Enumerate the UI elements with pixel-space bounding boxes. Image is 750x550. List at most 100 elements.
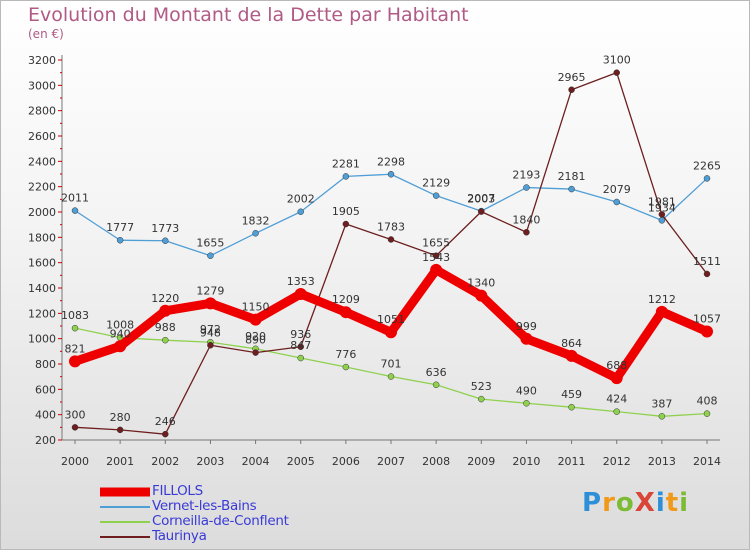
- data-point: [71, 324, 79, 332]
- data-label: 2181: [558, 170, 586, 183]
- data-point: [207, 252, 214, 259]
- data-label: 821: [65, 342, 86, 355]
- data-point: [568, 86, 575, 94]
- data-label: 3100: [603, 54, 631, 67]
- data-label: 1220: [151, 292, 179, 305]
- legend-label: FILLOLS: [152, 483, 203, 499]
- data-label: 2002: [287, 193, 315, 206]
- data-point: [387, 373, 395, 380]
- data-label: 2079: [603, 183, 631, 196]
- data-label: 1655: [422, 237, 450, 250]
- data-point: [613, 408, 620, 415]
- data-label: 1008: [106, 319, 134, 332]
- data-point: [69, 355, 81, 368]
- data-point: [342, 363, 350, 371]
- data-point: [207, 342, 214, 349]
- data-label: 940: [110, 327, 131, 340]
- data-label: 1083: [61, 309, 89, 322]
- x-tick-label: 2013: [648, 455, 676, 468]
- x-tick-label: 2014: [693, 455, 721, 468]
- data-point: [703, 175, 711, 182]
- data-label: 988: [155, 321, 176, 334]
- data-point: [294, 287, 307, 300]
- data-point: [342, 220, 350, 228]
- x-tick-label: 2003: [196, 455, 224, 468]
- chart-title: Evolution du Montant de la Dette par Hab…: [28, 4, 469, 26]
- data-label: 999: [516, 320, 537, 333]
- y-tick-label: 800: [35, 358, 56, 371]
- data-label: 1279: [196, 284, 224, 297]
- data-point: [116, 236, 124, 244]
- legend: FILLOLS Vernet-les-Bains Corneilla-de-Co…: [100, 483, 400, 544]
- x-tick-label: 2012: [603, 455, 631, 468]
- data-point: [568, 403, 575, 411]
- x-tick-label: 2008: [422, 455, 450, 468]
- proxiti-logo: ProXiti: [582, 488, 689, 518]
- legend-swatch: [100, 506, 150, 508]
- data-label: 1905: [332, 205, 360, 218]
- data-point: [204, 297, 217, 310]
- data-label: 300: [65, 408, 86, 421]
- data-label: 1057: [693, 312, 721, 325]
- y-tick-label: 2400: [28, 155, 56, 168]
- data-point: [523, 184, 530, 191]
- data-label: 1051: [377, 313, 405, 326]
- data-point: [478, 208, 485, 215]
- data-point: [432, 192, 440, 199]
- x-tick-label: 2010: [512, 455, 540, 468]
- data-label: 246: [155, 415, 176, 428]
- data-point: [520, 332, 533, 345]
- y-tick-label: 2200: [28, 181, 56, 194]
- data-label: 459: [561, 388, 582, 401]
- data-label: 920: [245, 330, 266, 343]
- x-tick-label: 2000: [61, 455, 89, 468]
- data-label: 2298: [377, 155, 405, 168]
- data-label: 776: [335, 348, 356, 361]
- data-point: [297, 208, 304, 215]
- data-point: [252, 230, 259, 237]
- data-point: [162, 430, 169, 438]
- data-point: [523, 400, 530, 407]
- data-point: [114, 340, 127, 353]
- y-tick-label: 400: [35, 409, 56, 422]
- logo-letter: t: [665, 488, 680, 518]
- legend-swatch: [100, 521, 150, 523]
- data-label: 847: [290, 339, 311, 352]
- data-label: 1511: [693, 255, 721, 268]
- data-point: [385, 326, 397, 339]
- legend-swatch: [100, 536, 150, 538]
- y-tick-label: 2000: [28, 206, 56, 219]
- data-point: [655, 305, 668, 318]
- x-tick-label: 2006: [332, 455, 360, 468]
- y-tick-label: 600: [35, 383, 56, 396]
- legend-item-taurinya: Taurinya: [100, 528, 400, 544]
- data-point: [613, 198, 620, 206]
- data-label: 688: [606, 359, 627, 372]
- y-tick-label: 2600: [28, 130, 56, 143]
- x-tick-label: 2004: [242, 455, 270, 468]
- data-point: [297, 343, 304, 351]
- data-label: 2007: [467, 192, 495, 205]
- data-label: 972: [200, 323, 221, 336]
- data-point: [432, 252, 440, 259]
- data-label: 1832: [242, 214, 270, 227]
- data-label: 636: [426, 366, 447, 379]
- logo-letter: o: [615, 488, 635, 518]
- y-tick-label: 200: [35, 434, 56, 447]
- y-tick-label: 3000: [28, 79, 56, 92]
- data-point: [703, 410, 711, 417]
- y-tick-label: 2800: [28, 105, 56, 118]
- y-tick-label: 1400: [28, 282, 56, 295]
- legend-label: Taurinya: [152, 528, 207, 544]
- data-point: [71, 424, 79, 431]
- data-label: 1934: [648, 201, 676, 214]
- x-tick-label: 2001: [106, 455, 134, 468]
- data-label: 387: [651, 397, 672, 410]
- data-label: 490: [516, 384, 537, 397]
- data-point: [523, 229, 530, 236]
- data-label: 424: [606, 393, 627, 406]
- data-label: 280: [110, 411, 131, 424]
- data-label: 1840: [512, 213, 540, 226]
- data-label: 1209: [332, 293, 360, 306]
